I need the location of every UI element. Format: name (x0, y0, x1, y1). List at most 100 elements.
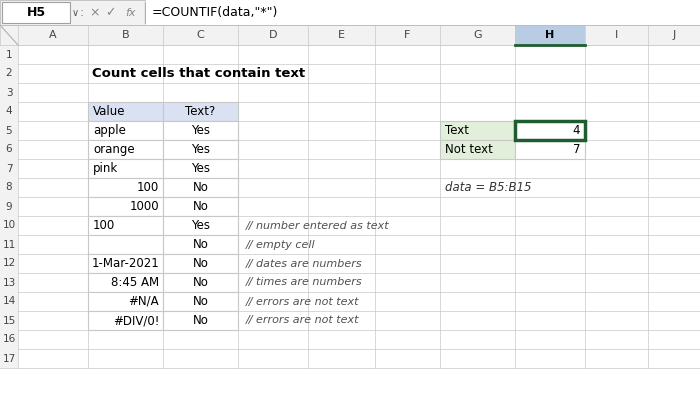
Text: No: No (193, 314, 209, 327)
Text: =COUNTIF(data,"*"): =COUNTIF(data,"*") (152, 6, 279, 19)
Text: ×: × (90, 6, 100, 19)
Bar (0, 235, 18, 254)
Text: fx: fx (125, 8, 135, 18)
Text: 8: 8 (6, 182, 13, 192)
Text: No: No (193, 295, 209, 308)
Text: 7: 7 (6, 164, 13, 174)
Text: No: No (193, 181, 209, 194)
Text: D: D (269, 30, 277, 40)
Text: E: E (338, 30, 345, 40)
Text: orange: orange (93, 143, 134, 156)
Bar (515, 121, 585, 140)
Text: 11: 11 (2, 240, 15, 250)
Text: 14: 14 (2, 296, 15, 306)
Text: A: A (49, 30, 57, 40)
Text: Count cells that contain text: Count cells that contain text (92, 67, 305, 80)
Text: 6: 6 (6, 144, 13, 154)
Text: ✓: ✓ (105, 6, 116, 19)
Text: Value: Value (93, 105, 125, 118)
Bar (88, 121, 163, 140)
Bar (0, 311, 18, 330)
Bar (88, 140, 163, 159)
Text: No: No (193, 257, 209, 270)
Text: 12: 12 (2, 258, 15, 268)
Text: No: No (193, 276, 209, 289)
Text: // dates are numbers: // dates are numbers (246, 258, 363, 268)
Bar (163, 159, 238, 178)
Bar (163, 140, 238, 159)
Text: No: No (193, 200, 209, 213)
Bar (163, 254, 238, 273)
Text: 15: 15 (2, 316, 15, 326)
Text: // errors are not text: // errors are not text (246, 316, 360, 326)
Text: Text?: Text? (186, 105, 216, 118)
Text: Yes: Yes (191, 219, 210, 232)
Bar (88, 159, 163, 178)
Text: ∨: ∨ (72, 8, 79, 18)
Text: apple: apple (93, 124, 126, 137)
Bar (0, 273, 18, 292)
Bar (0, 25, 700, 45)
Text: pink: pink (93, 162, 118, 175)
Text: 9: 9 (6, 202, 13, 212)
Bar (163, 235, 238, 254)
Bar (515, 121, 585, 140)
Bar (163, 292, 238, 311)
Bar (0, 0, 700, 25)
Text: Yes: Yes (191, 143, 210, 156)
Text: B: B (122, 30, 130, 40)
Bar (163, 178, 238, 197)
Bar (0, 25, 18, 45)
Text: // empty cell: // empty cell (246, 240, 316, 250)
Bar (515, 25, 585, 45)
Bar (440, 121, 515, 140)
Text: #N/A: #N/A (128, 295, 159, 308)
Bar (0, 83, 18, 102)
Bar (88, 102, 163, 121)
Bar (2, 2, 70, 23)
Bar (0, 254, 18, 273)
Text: // errors are not text: // errors are not text (246, 296, 360, 306)
Bar (0, 292, 18, 311)
Bar (163, 102, 238, 121)
Text: 10: 10 (2, 220, 15, 230)
Text: 13: 13 (2, 278, 15, 288)
Bar (0, 121, 18, 140)
Bar (0, 178, 18, 197)
Bar (0, 197, 18, 216)
Bar (163, 216, 238, 235)
Text: // times are numbers: // times are numbers (246, 278, 363, 288)
Text: I: I (615, 30, 618, 40)
Text: 1-Mar-2021: 1-Mar-2021 (91, 257, 159, 270)
Text: 1000: 1000 (130, 200, 159, 213)
Bar (0, 159, 18, 178)
Bar (88, 311, 163, 330)
Bar (146, 0, 700, 25)
Text: 4: 4 (6, 106, 13, 116)
Text: No: No (193, 238, 209, 251)
Text: F: F (405, 30, 411, 40)
Bar (0, 45, 18, 64)
Bar (0, 216, 18, 235)
Bar (163, 311, 238, 330)
Bar (88, 292, 163, 311)
Text: Text: Text (445, 124, 469, 137)
Text: #DIV/0!: #DIV/0! (113, 314, 159, 327)
Text: 1: 1 (6, 50, 13, 60)
Text: C: C (197, 30, 204, 40)
Text: 2: 2 (6, 68, 13, 78)
Bar (88, 254, 163, 273)
Text: // number entered as text: // number entered as text (246, 220, 390, 230)
Bar (440, 140, 515, 159)
Text: H5: H5 (27, 6, 46, 19)
Text: 100: 100 (136, 181, 159, 194)
Text: 8:45 AM: 8:45 AM (111, 276, 159, 289)
Bar (0, 330, 18, 349)
Text: Yes: Yes (191, 124, 210, 137)
Text: 17: 17 (2, 354, 15, 364)
Text: 3: 3 (6, 88, 13, 98)
Text: 7: 7 (573, 143, 580, 156)
Bar (88, 235, 163, 254)
Bar (0, 140, 18, 159)
Text: H: H (545, 30, 554, 40)
